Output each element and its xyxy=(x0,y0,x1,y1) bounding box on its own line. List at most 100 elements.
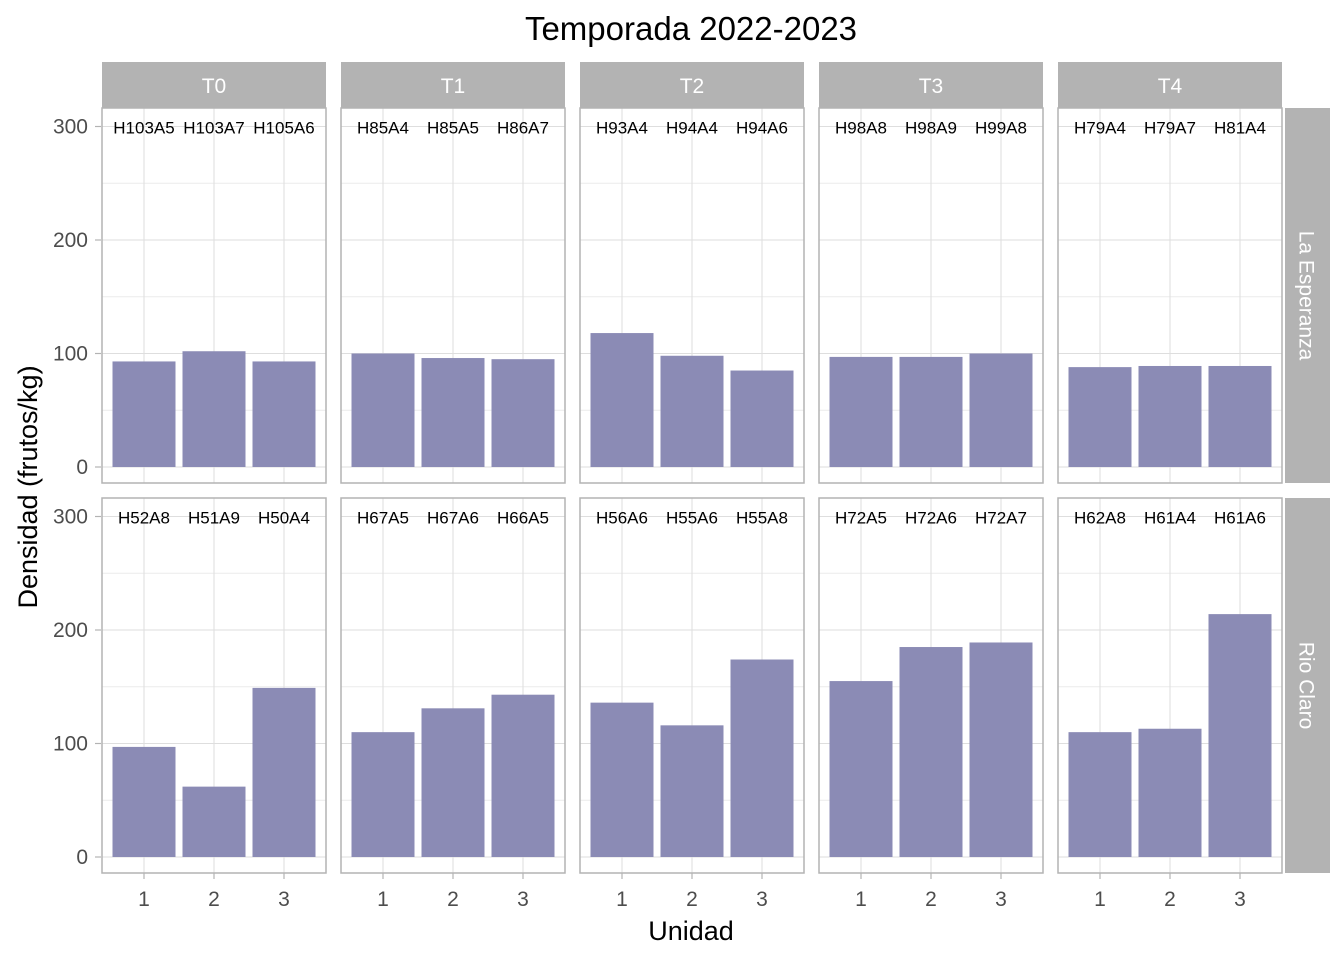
panel-border xyxy=(818,107,1044,484)
bar-label: H72A7 xyxy=(975,509,1027,528)
x-tick-label: 2 xyxy=(686,888,698,911)
panel-border xyxy=(340,107,566,484)
panel-border xyxy=(101,107,327,484)
bar xyxy=(730,659,794,857)
x-tick-label: 2 xyxy=(208,888,220,911)
y-axis-title: Densidad (frutos/kg) xyxy=(13,365,43,608)
x-tick-label: 3 xyxy=(278,888,290,911)
bar xyxy=(590,333,654,467)
x-tick-label: 1 xyxy=(1094,888,1106,911)
facet-panel: H67A5 H67A6 H66A5 xyxy=(340,497,566,874)
column-strip-label: T3 xyxy=(919,75,944,98)
bar-label: H67A6 xyxy=(427,509,479,528)
x-tick-label: 1 xyxy=(616,888,628,911)
bar-label: H81A4 xyxy=(1214,119,1266,138)
row-strip xyxy=(1285,498,1330,873)
bar-label: H105A6 xyxy=(253,119,314,138)
row-strip xyxy=(1285,108,1330,483)
y-tick-label: 300 xyxy=(53,506,88,529)
column-strip xyxy=(819,62,1043,108)
x-tick-label: 2 xyxy=(447,888,459,911)
row-strip-label: Rio Claro xyxy=(1295,642,1318,730)
x-axis-title: Unidad xyxy=(648,916,734,946)
panel-border xyxy=(101,497,327,874)
x-tick-label: 2 xyxy=(925,888,937,911)
bar-label: H67A5 xyxy=(357,509,409,528)
bar-label: H52A8 xyxy=(118,509,170,528)
panel-border xyxy=(579,497,805,874)
bar-label: H61A6 xyxy=(1214,509,1266,528)
facet-panel: H98A8 H98A9 H99A8 xyxy=(818,107,1044,484)
bar-label: H103A5 xyxy=(113,119,174,138)
bar xyxy=(730,370,794,467)
bar xyxy=(1208,614,1272,857)
bar xyxy=(969,642,1033,857)
column-strip xyxy=(102,62,326,108)
bar xyxy=(182,351,246,467)
bar-label: H79A4 xyxy=(1074,119,1126,138)
facet-panel: H85A4 H85A5 H86A7 xyxy=(340,107,566,484)
column-strip-label: T0 xyxy=(202,75,227,98)
panel-border xyxy=(340,497,566,874)
bar xyxy=(112,361,176,467)
bar xyxy=(829,681,893,857)
bar xyxy=(351,353,415,467)
x-tick-label: 1 xyxy=(138,888,150,911)
x-tick-label: 1 xyxy=(855,888,867,911)
column-strip-label: T2 xyxy=(680,75,705,98)
y-tick-label: 200 xyxy=(53,619,88,642)
bar xyxy=(491,359,555,467)
facet-panel: H79A4 H79A7 H81A4 xyxy=(1057,107,1283,484)
bar-label: H85A5 xyxy=(427,119,479,138)
bar-label: H62A8 xyxy=(1074,509,1126,528)
bar xyxy=(969,353,1033,467)
bar-label: H98A8 xyxy=(835,119,887,138)
panel-border xyxy=(1057,497,1283,874)
facet-panel: H56A6 H55A6 H55A8 xyxy=(579,497,805,874)
panel-border xyxy=(579,107,805,484)
bar-label: H72A6 xyxy=(905,509,957,528)
bar xyxy=(829,356,893,467)
column-strip xyxy=(580,62,804,108)
bar-label: H51A9 xyxy=(188,509,240,528)
bar xyxy=(899,356,963,467)
x-tick-label: 3 xyxy=(756,888,768,911)
bar xyxy=(491,694,555,857)
bar xyxy=(252,687,316,857)
bar-label: H99A8 xyxy=(975,119,1027,138)
x-tick-label: 3 xyxy=(1234,888,1246,911)
bar-label: H79A7 xyxy=(1144,119,1196,138)
bar xyxy=(252,361,316,467)
bar-label: H93A4 xyxy=(596,119,648,138)
bar-label: H85A4 xyxy=(357,119,409,138)
facet-panel: H72A5 H72A6 H72A7 xyxy=(818,497,1044,874)
bar-label: H94A4 xyxy=(666,119,718,138)
row-strip-label: La Esperanza xyxy=(1295,231,1318,361)
bar xyxy=(660,725,724,857)
bar xyxy=(1138,365,1202,467)
bar-label: H86A7 xyxy=(497,119,549,138)
y-tick-label: 0 xyxy=(76,846,88,869)
bar xyxy=(1138,728,1202,857)
y-tick-label: 100 xyxy=(53,343,88,366)
bar xyxy=(1068,367,1132,467)
bar-label: H56A6 xyxy=(596,509,648,528)
panel-border xyxy=(818,497,1044,874)
bar xyxy=(1068,732,1132,857)
bar-label: H55A8 xyxy=(736,509,788,528)
bar xyxy=(182,786,246,857)
y-tick-label: 0 xyxy=(76,456,88,479)
bar xyxy=(590,702,654,857)
facet-panel: H62A8 H61A4 H61A6 xyxy=(1057,497,1283,874)
bar-label: H50A4 xyxy=(258,509,310,528)
x-tick-label: 1 xyxy=(377,888,389,911)
column-strip xyxy=(1058,62,1282,108)
bar-label: H66A5 xyxy=(497,509,549,528)
column-strip xyxy=(341,62,565,108)
x-tick-label: 2 xyxy=(1164,888,1176,911)
x-tick-label: 3 xyxy=(995,888,1007,911)
bar-label: H103A7 xyxy=(183,119,244,138)
y-tick-label: 300 xyxy=(53,116,88,139)
bar xyxy=(351,732,415,857)
